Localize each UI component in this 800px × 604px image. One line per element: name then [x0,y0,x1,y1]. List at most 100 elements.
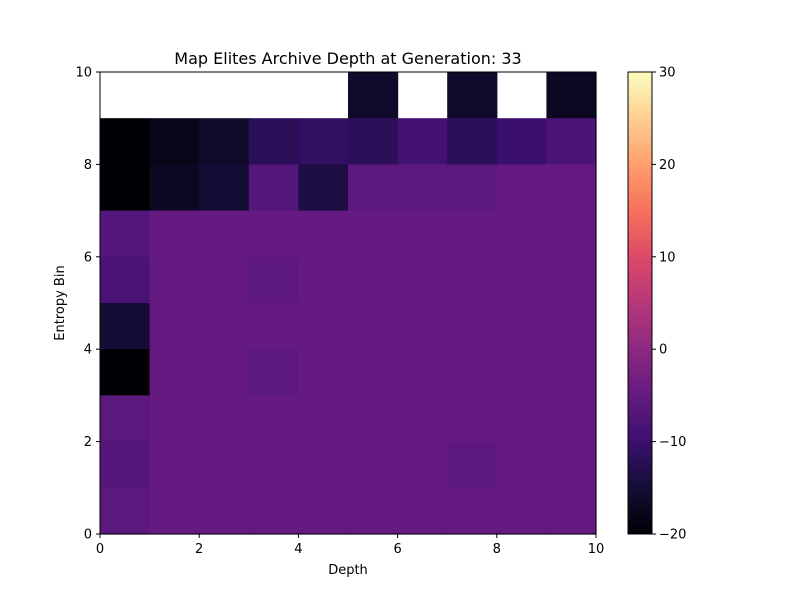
x-tick-label: 8 [493,542,501,557]
heatmap-cell [298,118,349,165]
heatmap-cell [496,256,547,304]
heatmap-cell [447,395,498,443]
x-axis-label: Depth [328,563,368,578]
heatmap-cell [248,164,299,212]
heatmap-cells [100,72,597,535]
heatmap-cell [546,441,597,489]
heatmap-cell [546,72,597,119]
heatmap-cell [298,303,349,350]
heatmap-cell [348,118,399,165]
heatmap-cell [546,164,597,212]
heatmap-cell [348,441,399,489]
heatmap-cell [149,303,200,350]
heatmap-cell [397,256,448,304]
heatmap-cell [496,303,547,350]
x-axis-ticks: 0 2 4 6 8 10 [96,534,604,557]
heatmap-cell [248,303,299,350]
heatmap-cell [447,72,498,119]
plot-frame [99,71,597,535]
chart-title: Map Elites Archive Depth at Generation: … [174,49,521,68]
heatmap-cell [298,441,349,489]
heatmap-cell [298,487,349,535]
heatmap-cell [496,395,547,443]
heatmap-cell [248,395,299,443]
heatmap-cell [100,487,151,535]
heatmap-cell [397,118,448,165]
heatmap-cell [298,256,349,304]
heatmap-cell [397,487,448,535]
heatmap-cell [100,118,151,165]
heatmap-cell [298,395,349,443]
heatmap-cell [447,487,498,535]
heatmap-cell [199,210,250,258]
heatmap-cell [248,256,299,304]
heatmap-cell [298,210,349,258]
x-tick-label: 10 [588,542,605,557]
colorbar-tick-label: 0 [659,343,667,358]
heatmap-cell [447,164,498,212]
heatmap-cell [100,441,151,489]
heatmap-cell [447,303,498,350]
heatmap-cell [199,487,250,535]
x-tick-label: 6 [393,542,401,557]
heatmap-cell [546,118,597,165]
colorbar-tick-label: 20 [659,158,676,173]
heatmap-cell [199,256,250,304]
heatmap-cell [100,210,151,258]
colorbar-tick-label: −10 [659,435,686,450]
heatmap-cell [447,118,498,165]
heatmap-cell [496,210,547,258]
heatmap-cell [199,164,250,212]
heatmap-cell [496,349,547,396]
heatmap-cell [149,395,200,443]
heatmap-cell [546,210,597,258]
y-tick-label: 4 [84,343,92,358]
heatmap-cell [248,118,299,165]
heatmap-cell [397,210,448,258]
heatmap-cell [149,349,200,396]
heatmap-cell [100,303,151,350]
heatmap-cell [397,303,448,350]
heatmap-cell [199,395,250,443]
heatmap-cell [348,72,399,119]
colorbar-tick-label: 10 [659,250,676,265]
heatmap-cell [447,210,498,258]
heatmap-cell [496,118,547,165]
colorbar-tick-label: 30 [659,66,676,81]
x-tick-label: 4 [294,542,302,557]
heatmap-cell [397,349,448,396]
heatmap-cell [397,164,448,212]
y-tick-label: 10 [75,66,92,81]
x-tick-label: 0 [96,542,104,557]
heatmap-cell [248,441,299,489]
heatmap-cell [447,349,498,396]
heatmap-cell [199,349,250,396]
heatmap-cell [199,118,250,165]
y-axis-ticks: 0 2 4 6 8 10 [75,66,100,543]
heatmap-cell [496,164,547,212]
heatmap-cell [298,164,349,212]
heatmap-cell [100,349,151,396]
colorbar-ticks: −20 −10 0 10 20 30 [652,66,686,543]
heatmap-cell [100,164,151,212]
heatmap-cell [546,395,597,443]
y-axis-label: Entropy Bin [53,265,68,340]
heatmap-cell [149,256,200,304]
colorbar-tick-label: −20 [659,528,686,543]
heatmap-cell [348,164,399,212]
heatmap-cell [546,256,597,304]
heatmap-cell [348,210,399,258]
heatmap-cell [199,303,250,350]
heatmap-cell [447,441,498,489]
heatmap-cell [149,487,200,535]
heatmap-cell [348,395,399,443]
heatmap-cell [397,441,448,489]
heatmap-cell [397,395,448,443]
heatmap-cell [348,487,399,535]
heatmap-cell [348,303,399,350]
y-tick-label: 8 [84,158,92,173]
heatmap-cell [348,349,399,396]
heatmap-cell [298,349,349,396]
heatmap-cell [248,210,299,258]
